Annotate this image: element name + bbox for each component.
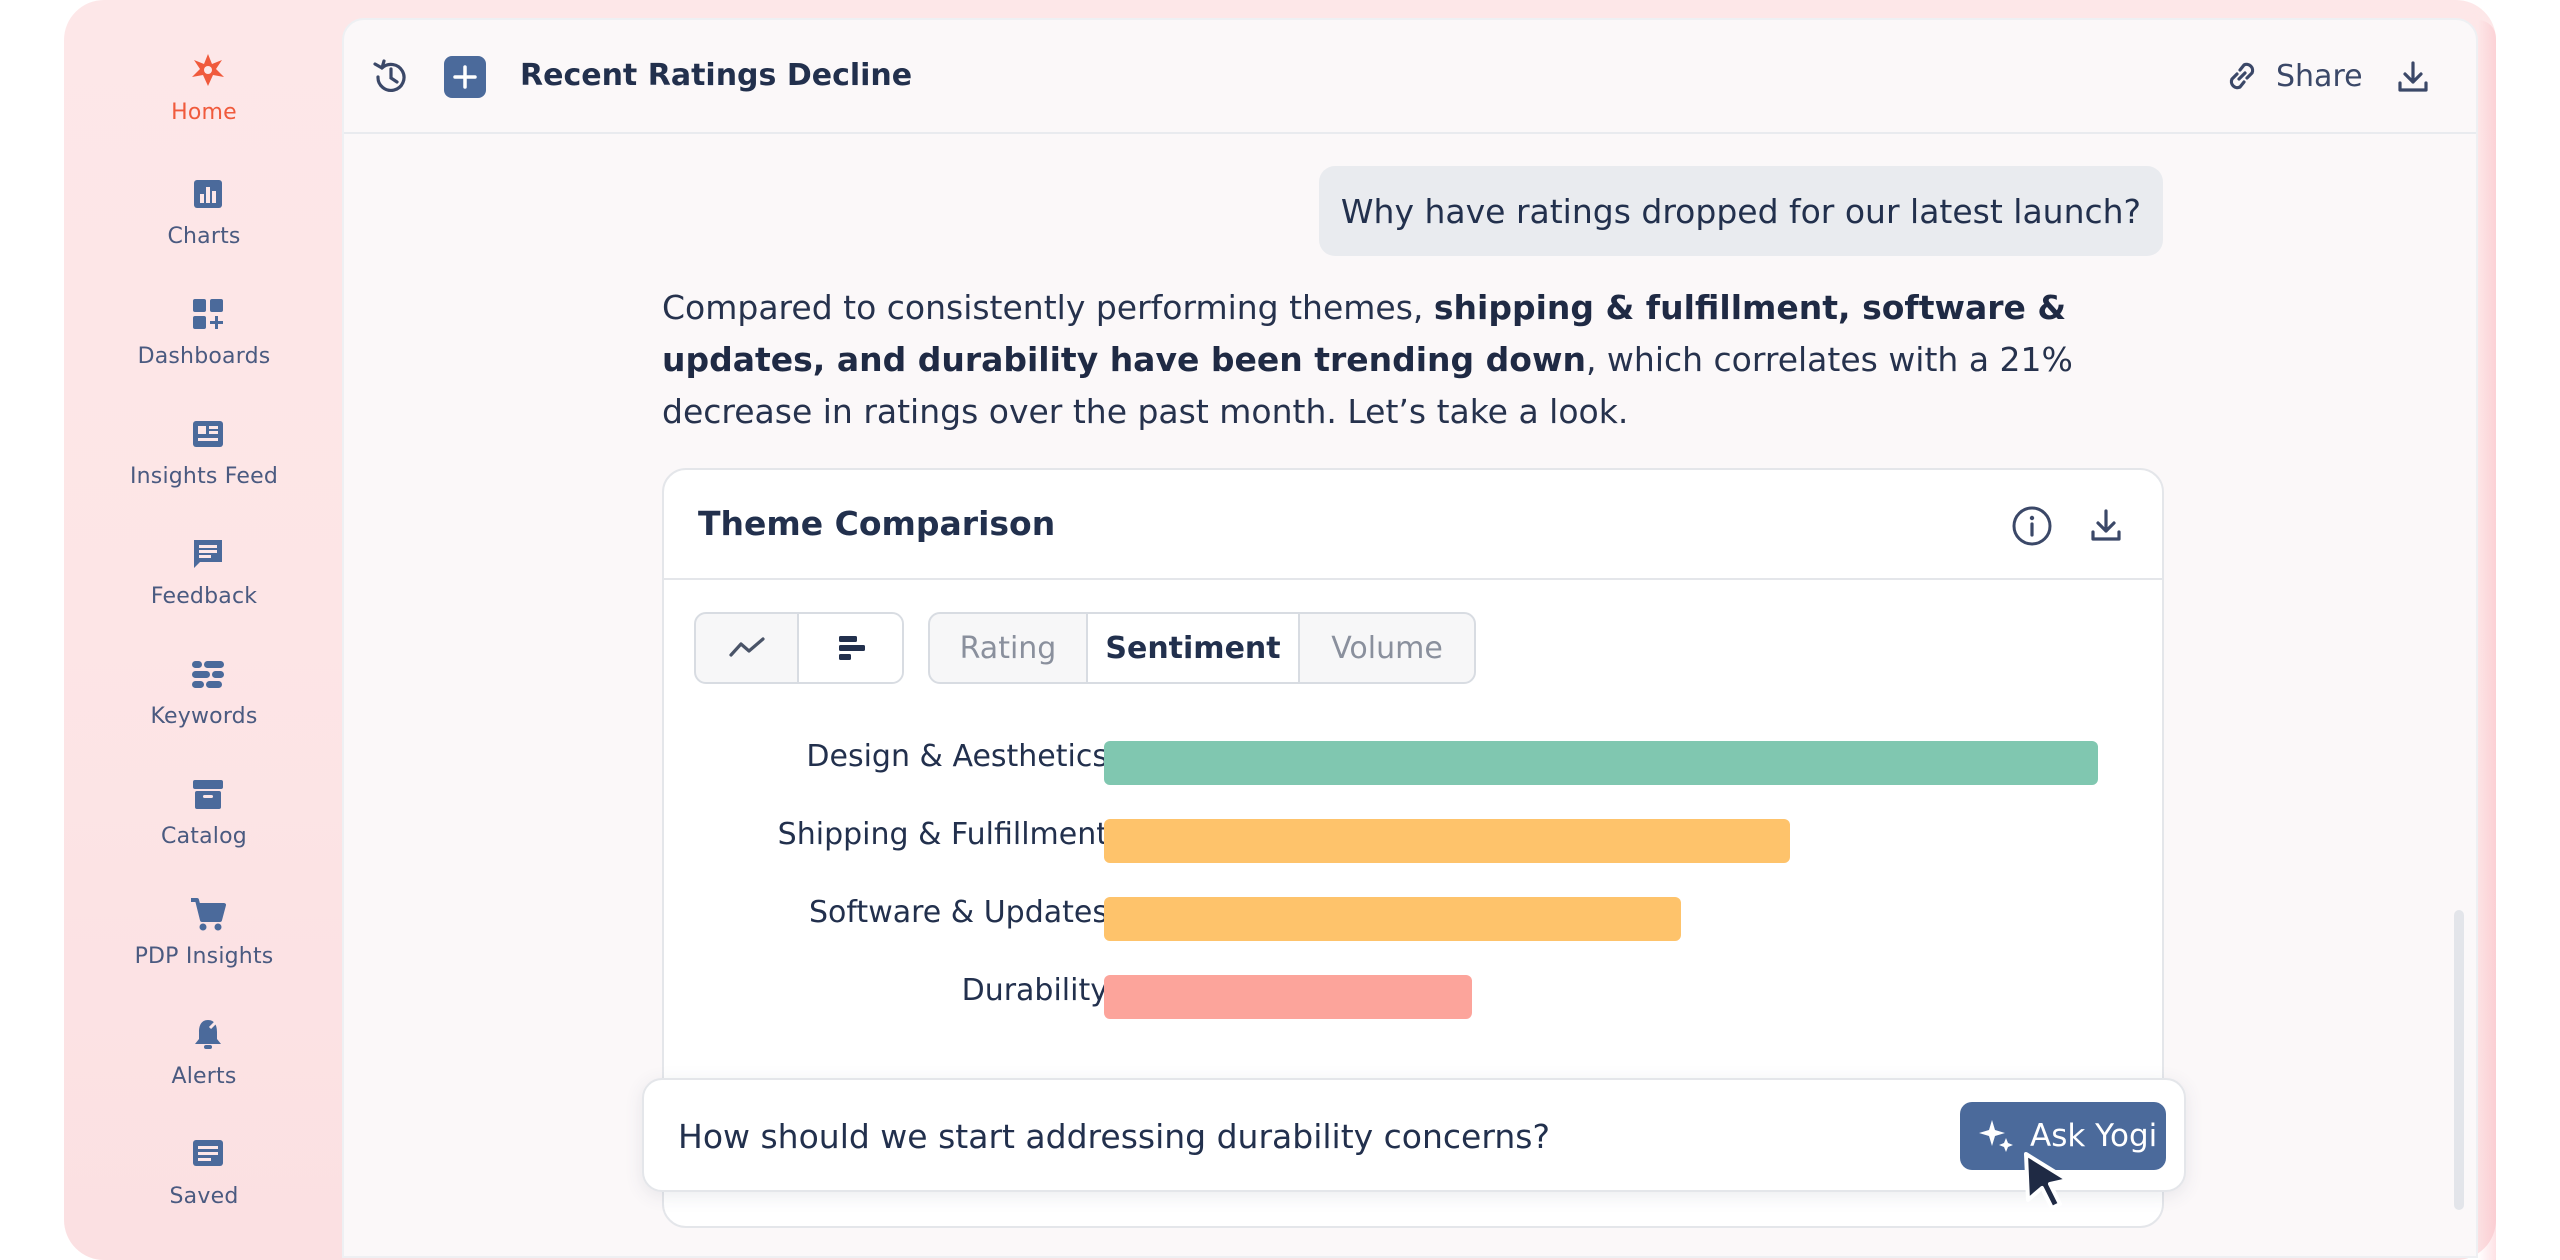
bar[interactable] [1104,741,2098,785]
history-icon[interactable] [370,56,412,98]
sparkle-icon [1979,1120,2013,1152]
tab-sentiment[interactable]: Sentiment [1088,614,1300,682]
sidebar-item-label: PDP Insights [134,944,274,969]
tab-volume[interactable]: Volume [1331,630,1443,666]
sidebar-item-label: Dashboards [137,344,271,369]
bar-label: Durability [961,973,1108,1008]
plus-icon [453,65,477,89]
card-title: Theme Comparison [698,504,1056,543]
sidebar-item-feedback[interactable]: Feedback [64,534,344,634]
bar-chart-view-button[interactable] [799,614,902,682]
sidebar-item-label: Insights Feed [129,464,279,489]
dashboard-add-icon [193,299,223,329]
answer-text: Compared to consistently performing them… [662,288,1434,327]
sidebar-item-label: Charts [167,224,241,249]
sidebar-item-catalog[interactable]: Catalog [64,774,344,874]
tab-rating[interactable]: Rating [930,614,1088,682]
download-icon[interactable] [2084,504,2128,548]
bar[interactable] [1104,897,1681,941]
bar[interactable] [1104,819,1790,863]
archive-box-icon [193,780,223,809]
sidebar: Home Charts Dashboards Insights Feed [64,0,344,1228]
page-title: Recent Ratings Decline [520,58,913,93]
sidebar-item-label: Alerts [171,1064,237,1089]
download-icon[interactable] [2392,56,2434,98]
new-chat-button[interactable] [444,56,486,98]
sidebar-item-dashboards[interactable]: Dashboards [64,294,344,394]
sidebar-item-pdp-insights[interactable]: PDP Insights [64,894,344,994]
sidebar-item-charts[interactable]: Charts [64,174,344,274]
card-header: Theme Comparison [664,470,2162,580]
sidebar-item-label: Catalog [161,824,247,849]
sidebar-item-label: Saved [169,1184,239,1209]
bar-label: Shipping & Fulfillment [777,817,1108,852]
ask-input[interactable] [678,1108,1878,1164]
sidebar-item-insights-feed[interactable]: Insights Feed [64,414,344,514]
sidebar-item-label: Keywords [150,704,258,729]
share-label: Share [2276,58,2363,94]
horizontal-bar-icon [838,636,865,660]
assistant-answer: Compared to consistently performing them… [662,282,2182,438]
logo-icon [192,54,224,86]
sidebar-item-home[interactable]: Home [64,50,344,150]
top-bar: Recent Ratings Decline Share [344,20,2476,134]
user-message: Why have ratings dropped for our latest … [1319,166,2163,256]
sidebar-item-alerts[interactable]: Alerts [64,1014,344,1114]
metric-tabs: Rating Sentiment Volume [928,612,1476,684]
ask-bar: Ask Yogi [642,1078,2186,1210]
cart-icon [191,898,226,931]
mouse-cursor-icon [2024,1152,2070,1210]
alert-bell-icon [195,1020,221,1049]
sidebar-item-saved[interactable]: Saved [64,1134,344,1234]
saved-icon [193,1140,223,1166]
line-chart-icon [728,637,765,657]
answer-highlight: shipping & fulfillment, software & updat… [662,288,2067,379]
sidebar-item-keywords[interactable]: Keywords [64,654,344,754]
main-panel: Recent Ratings Decline Share Why have ra… [342,18,2478,1258]
link-icon [2229,62,2255,90]
answer-text: , which correlates with a 21% decrease i… [662,340,2073,431]
keywords-icon [192,661,224,688]
bar-chart-icon [194,180,222,208]
sidebar-item-label: Home [171,100,237,125]
share-button[interactable]: Share [2222,54,2363,98]
scrollbar[interactable] [2454,910,2464,1210]
bar[interactable] [1104,975,1472,1019]
bar-label: Software & Updates [809,895,1108,930]
bar-label: Design & Aesthetics [806,739,1108,774]
line-chart-view-button[interactable] [696,614,799,682]
comment-icon [194,540,222,568]
info-icon[interactable] [2010,504,2054,548]
chart-view-toggle [694,612,904,684]
sidebar-item-label: Feedback [150,584,258,609]
news-feed-icon [193,421,223,447]
ask-yogi-label: Ask Yogi [2030,1118,2158,1154]
ask-yogi-button[interactable]: Ask Yogi [1960,1102,2166,1170]
